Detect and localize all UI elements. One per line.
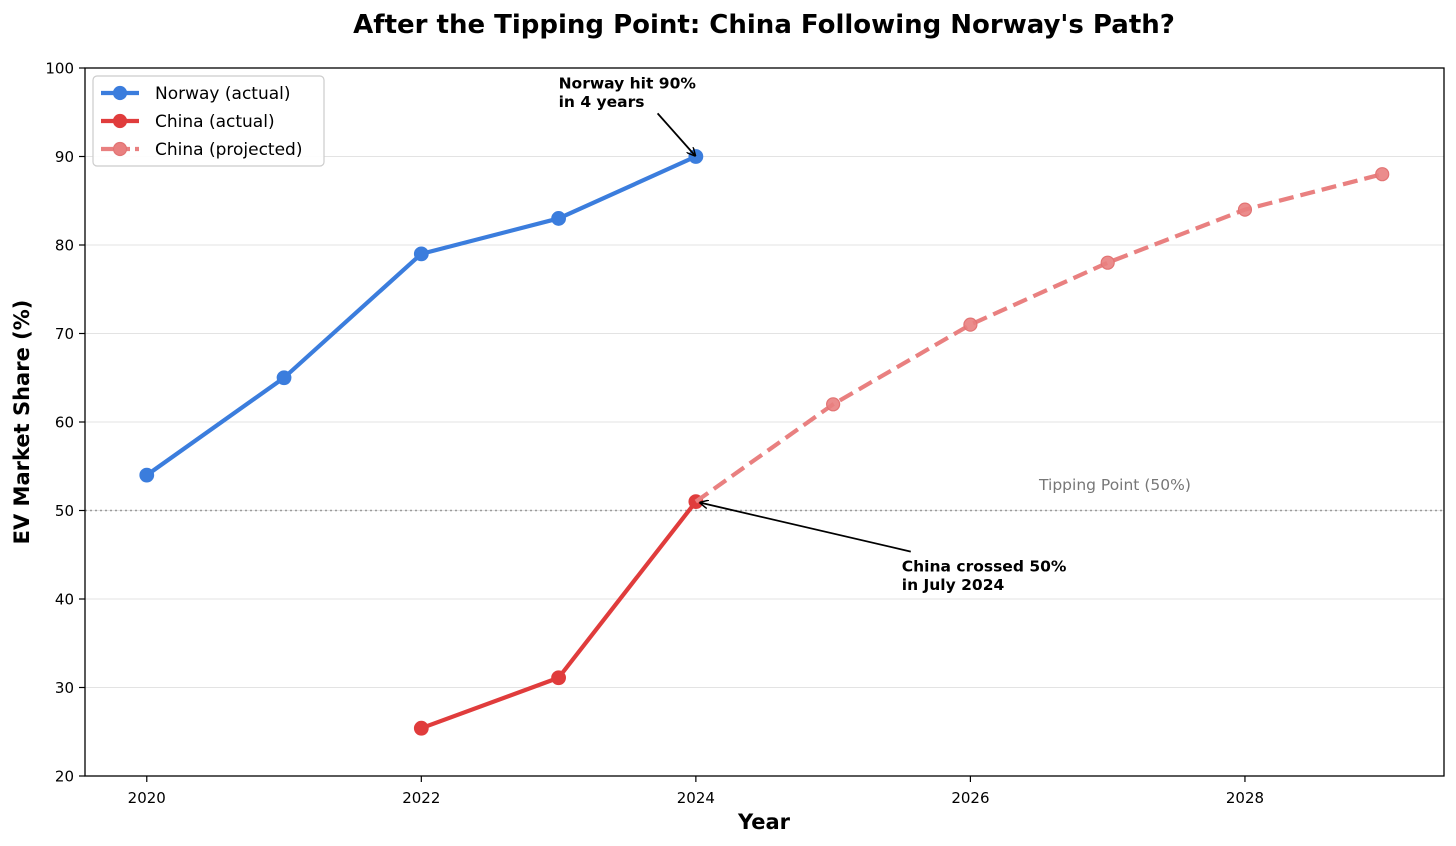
legend-label-china-actual: China (actual)	[155, 112, 275, 132]
annotation-arrow-1	[656, 112, 696, 155]
annotation-text-1: Norway hit 90% in 4 years	[559, 74, 697, 111]
legend-swatch-marker-norway-actual	[112, 85, 128, 101]
tipping-point-label: Tipping Point (50%)	[1038, 476, 1191, 494]
chart-title: After the Tipping Point: China Following…	[353, 10, 1175, 40]
annotation-1: Norway hit 90% in 4 years	[559, 74, 697, 155]
y-tick-label-70: 70	[55, 325, 74, 343]
annotation-arrow-2	[700, 503, 911, 553]
series	[139, 149, 1390, 736]
legend-label-china-projected: China (projected)	[155, 140, 302, 160]
series-line-china-projected	[694, 172, 1383, 504]
y-tick-label-20: 20	[55, 768, 74, 786]
legend-entry-china-projected: China (projected)	[101, 140, 302, 160]
point-china-projected-2027	[1100, 255, 1115, 270]
point-china-projected-2028	[1237, 202, 1253, 217]
legend-entry-norway-actual: Norway (actual)	[101, 84, 291, 104]
point-norway-actual-2022	[413, 246, 429, 262]
series-line-china-actual	[420, 500, 698, 731]
point-china-projected-2025	[826, 397, 841, 412]
x-axis-label: Year	[737, 810, 791, 834]
point-china-actual-2022	[413, 720, 429, 736]
legend-box	[92, 75, 325, 167]
point-norway-actual-2020	[139, 467, 155, 483]
annotation-text-2: China crossed 50% in July 2024	[902, 558, 1067, 595]
y-tick-label-50: 50	[55, 502, 74, 520]
annotation-line-2-2: in July 2024	[902, 576, 1005, 594]
x-tick-label-2024: 2024	[677, 789, 715, 807]
annotation-line-2-1: China crossed 50%	[902, 558, 1067, 576]
x-tick-label-2026: 2026	[951, 789, 989, 807]
y-tick-label-30: 30	[55, 679, 74, 697]
annotation-2: China crossed 50% in July 2024	[700, 503, 1067, 594]
x-tick-label-2020: 2020	[128, 789, 166, 807]
point-china-projected-2029	[1375, 167, 1390, 182]
legend-swatch-marker-china-actual	[112, 113, 128, 129]
series-line-norway-actual	[145, 154, 697, 477]
y-tick-label-40: 40	[55, 591, 74, 609]
annotation-line-1-2: in 4 years	[559, 93, 645, 111]
series-china-projected	[694, 167, 1390, 504]
point-china-actual-2023	[551, 670, 566, 686]
point-norway-actual-2023	[551, 211, 566, 226]
y-tick-label-100: 100	[45, 60, 74, 78]
legend-swatch-marker-china-projected	[112, 141, 128, 157]
tipping-point-reference: Tipping Point (50%)	[85, 476, 1444, 512]
annotations: Norway hit 90% in 4 years China crossed 50…	[559, 74, 1067, 594]
legend: Norway (actual) China (actual) China (proj…	[92, 75, 325, 167]
x-tick-label-2022: 2022	[402, 789, 440, 807]
legend-entry-china-actual: China (actual)	[101, 112, 275, 132]
grid	[85, 156, 1444, 688]
point-norway-actual-2021	[276, 370, 292, 386]
series-china-actual	[413, 494, 704, 736]
y-tick-label-60: 60	[55, 414, 74, 432]
point-china-projected-2026	[963, 317, 978, 332]
y-tick-label-90: 90	[55, 148, 74, 166]
x-tick-label-2028: 2028	[1226, 789, 1264, 807]
y-axis-label: EV Market Share (%)	[10, 300, 34, 545]
series-norway-actual	[139, 149, 704, 483]
legend-label-norway-actual: Norway (actual)	[155, 84, 291, 104]
annotation-line-1-1: Norway hit 90%	[559, 74, 697, 92]
y-tick-label-80: 80	[55, 237, 74, 255]
